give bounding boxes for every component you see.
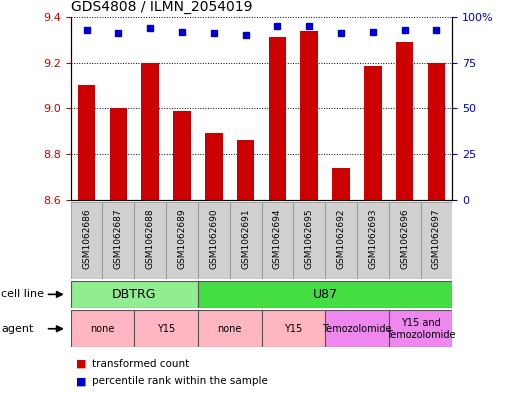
Text: none: none [90,324,115,334]
Text: GSM1062694: GSM1062694 [273,208,282,269]
Text: cell line: cell line [1,289,44,299]
Text: DBTRG: DBTRG [112,288,156,301]
Bar [293,202,325,279]
Bar [166,202,198,279]
Bar [262,202,293,279]
Bar [262,310,325,347]
Bar [71,310,134,347]
Text: none: none [218,324,242,334]
Text: Y15: Y15 [284,324,302,334]
Text: GSM1062692: GSM1062692 [336,208,346,269]
Bar [389,310,452,347]
Text: GSM1062693: GSM1062693 [368,208,378,269]
Bar [237,140,254,200]
Bar [230,202,262,279]
Bar [325,202,357,279]
Bar [389,202,420,279]
Text: U87: U87 [313,288,338,301]
Text: GSM1062689: GSM1062689 [177,208,187,269]
Bar [173,110,191,200]
Text: GSM1062697: GSM1062697 [432,208,441,269]
Bar [141,62,159,200]
Bar [134,202,166,279]
Text: GSM1062686: GSM1062686 [82,208,91,269]
Bar [332,168,350,200]
Text: ■: ■ [76,358,86,369]
Text: Y15 and
Temozolomide: Y15 and Temozolomide [386,318,456,340]
Bar [269,37,286,200]
Text: GSM1062695: GSM1062695 [305,208,314,269]
Bar [301,31,318,200]
Bar [134,310,198,347]
Bar [428,62,445,200]
Text: GSM1062691: GSM1062691 [241,208,250,269]
Text: GSM1062687: GSM1062687 [114,208,123,269]
Text: GSM1062688: GSM1062688 [145,208,155,269]
Text: GSM1062696: GSM1062696 [400,208,409,269]
Bar [198,281,452,308]
Bar [78,85,95,200]
Bar [198,310,262,347]
Bar [325,310,389,347]
Bar [71,281,198,308]
Bar [198,202,230,279]
Bar [71,202,103,279]
Bar [364,66,382,200]
Text: GSM1062690: GSM1062690 [209,208,218,269]
Text: transformed count: transformed count [92,358,189,369]
Bar [205,133,222,200]
Text: percentile rank within the sample: percentile rank within the sample [92,376,267,386]
Text: ■: ■ [76,376,86,386]
Bar [110,108,127,200]
Text: GDS4808 / ILMN_2054019: GDS4808 / ILMN_2054019 [71,0,252,15]
Bar [396,42,413,200]
Text: Temozolomide: Temozolomide [322,324,392,334]
Text: agent: agent [1,324,33,334]
Text: Y15: Y15 [157,324,175,334]
Bar [420,202,452,279]
Bar [357,202,389,279]
Bar [103,202,134,279]
